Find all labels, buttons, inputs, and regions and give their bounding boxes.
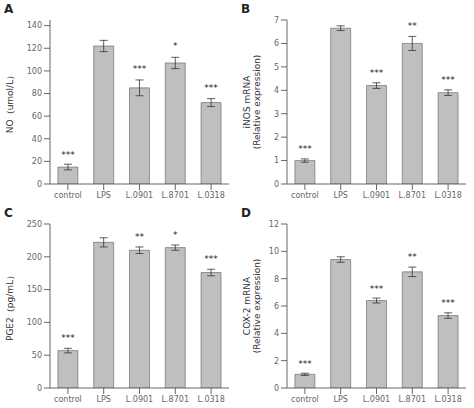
svg-text:L.8701: L.8701	[162, 395, 189, 404]
svg-text:L.0318: L.0318	[434, 395, 461, 404]
svg-text:***: ***	[61, 150, 75, 160]
svg-text:***: ***	[441, 75, 455, 85]
svg-text:4: 4	[274, 329, 279, 338]
svg-text:control: control	[291, 191, 319, 200]
svg-text:***: ***	[441, 298, 455, 308]
svg-text:L.0318: L.0318	[434, 191, 461, 200]
svg-text:***: ***	[61, 333, 75, 343]
html-text:A: A	[4, 2, 14, 16]
svg-text:L.8701: L.8701	[162, 191, 189, 200]
svg-text:200: 200	[27, 253, 42, 262]
svg-text:50: 50	[32, 351, 42, 360]
svg-text:60: 60	[32, 112, 42, 121]
svg-text:L.8701: L.8701	[399, 395, 426, 404]
svg-text:***: ***	[204, 83, 218, 93]
svg-text:10: 10	[269, 247, 279, 256]
svg-text:3: 3	[274, 110, 279, 119]
svg-text:**: **	[408, 21, 418, 31]
svg-text:**: **	[135, 232, 145, 242]
svg-text:7: 7	[274, 16, 279, 25]
svg-text:6: 6	[274, 302, 279, 311]
svg-text:***: ***	[204, 254, 218, 264]
svg-text:150: 150	[27, 285, 42, 294]
svg-text:***: ***	[298, 144, 312, 154]
html-text:C: C	[4, 206, 13, 220]
html-text:D: D	[241, 206, 251, 220]
svg-text:LPS: LPS	[97, 395, 111, 404]
svg-text:12: 12	[269, 220, 279, 229]
svg-text:LPS: LPS	[334, 395, 348, 404]
svg-text:120: 120	[27, 44, 42, 53]
svg-text:100: 100	[27, 67, 42, 76]
svg-text:L.0901: L.0901	[126, 191, 153, 200]
svg-text:L.0901: L.0901	[126, 395, 153, 404]
svg-text:250: 250	[27, 220, 42, 229]
svg-text:0: 0	[274, 180, 279, 189]
svg-text:140: 140	[27, 21, 42, 30]
svg-text:*: *	[173, 41, 178, 51]
svg-text:0: 0	[274, 384, 279, 393]
svg-text:L.0901: L.0901	[363, 191, 390, 200]
svg-text:8: 8	[274, 275, 279, 284]
svg-text:*: *	[173, 230, 178, 240]
svg-text:control: control	[54, 395, 82, 404]
svg-text:PGE2（pg/mL）: PGE2（pg/mL）	[8, 271, 15, 341]
svg-text:control: control	[291, 395, 319, 404]
svg-text:80: 80	[32, 89, 42, 98]
svg-text:***: ***	[370, 284, 384, 294]
svg-text:0: 0	[37, 180, 42, 189]
svg-text:1: 1	[274, 156, 279, 165]
svg-text:NO（umol/L）: NO（umol/L）	[8, 71, 15, 133]
svg-text:4: 4	[274, 86, 279, 95]
svg-text:***: ***	[133, 64, 147, 74]
svg-text:L.0901: L.0901	[363, 395, 390, 404]
svg-text:iNOS mRNA(Relative expression): iNOS mRNA(Relative expression)	[242, 55, 262, 150]
svg-text:2: 2	[274, 133, 279, 142]
svg-text:40: 40	[32, 135, 42, 144]
svg-text:LPS: LPS	[97, 191, 111, 200]
svg-text:6: 6	[274, 39, 279, 48]
svg-text:L.8701: L.8701	[399, 191, 426, 200]
svg-text:0: 0	[37, 384, 42, 393]
svg-text:COX-2 mRNA(Relative expression: COX-2 mRNA(Relative expression)	[242, 259, 262, 354]
svg-text:L.0318: L.0318	[197, 395, 224, 404]
svg-text:***: ***	[298, 359, 312, 369]
svg-text:control: control	[54, 191, 82, 200]
html-text:B: B	[241, 2, 251, 16]
svg-text:2: 2	[274, 357, 279, 366]
svg-text:***: ***	[370, 68, 384, 78]
svg-text:100: 100	[27, 318, 42, 327]
svg-text:LPS: LPS	[334, 191, 348, 200]
svg-text:5: 5	[274, 63, 279, 72]
svg-text:L.0318: L.0318	[197, 191, 224, 200]
svg-text:**: **	[408, 252, 418, 262]
svg-text:20: 20	[32, 157, 42, 166]
